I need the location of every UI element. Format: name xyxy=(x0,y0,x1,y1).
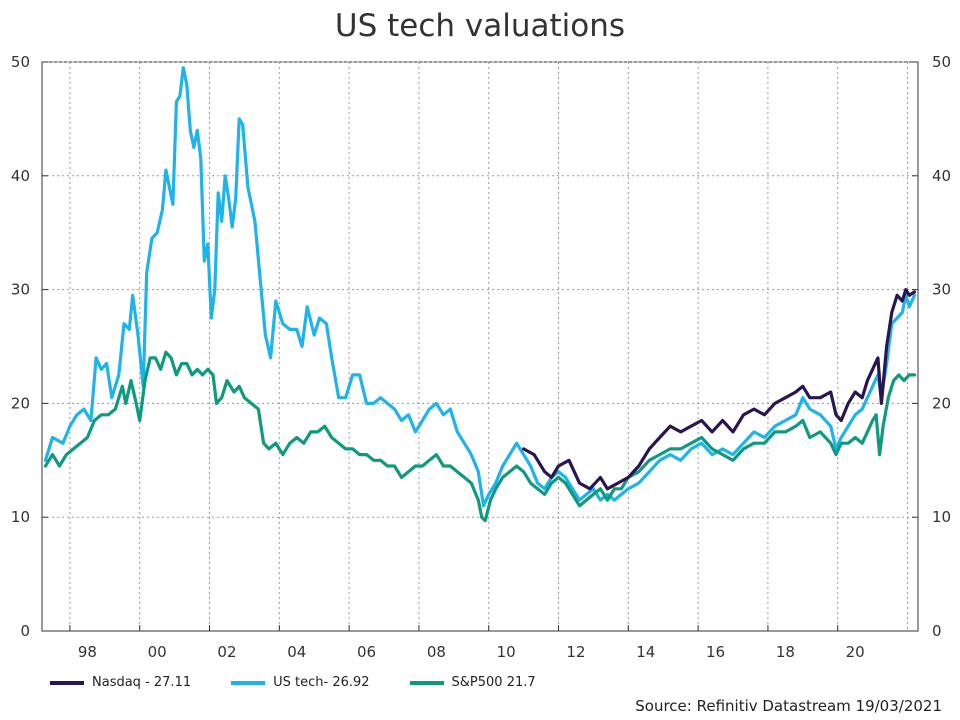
y-tick-label-left: 20 xyxy=(11,394,30,412)
y-tick-label-left: 40 xyxy=(11,167,30,185)
legend-label-us-tech: US tech- 26.92 xyxy=(273,675,370,690)
source-note: Source: Refinitiv Datastream 19/03/2021 xyxy=(635,697,942,715)
chart-title: US tech valuations xyxy=(334,8,626,44)
x-tick-label: 18 xyxy=(776,643,795,661)
legend-item-nasdaq: Nasdaq - 27.11 xyxy=(50,675,191,690)
legend-swatch-nasdaq xyxy=(50,680,84,685)
legend-item-sp500: S&P500 21.7 xyxy=(409,675,536,690)
legend-label-sp500: S&P500 21.7 xyxy=(451,675,536,690)
x-tick-label: 14 xyxy=(636,643,655,661)
x-tick-label: 02 xyxy=(217,643,236,661)
y-tick-label-left: 10 xyxy=(11,508,30,526)
x-tick-label: 00 xyxy=(148,643,167,661)
legend-swatch-sp500 xyxy=(409,680,444,685)
x-tick-label: 06 xyxy=(357,643,376,661)
series-line-nasdaq-27-11 xyxy=(522,288,917,491)
x-tick-label: 04 xyxy=(287,643,306,661)
y-tick-label-left: 0 xyxy=(20,622,30,640)
x-tick-label: 16 xyxy=(706,643,725,661)
legend-label-nasdaq: Nasdaq - 27.11 xyxy=(92,675,192,690)
y-tick-label-left: 50 xyxy=(11,53,30,71)
x-tick-label: 98 xyxy=(78,643,97,661)
plot-frame xyxy=(41,61,919,632)
x-tick-label: 12 xyxy=(566,643,585,661)
y-tick-label-right: 50 xyxy=(932,53,951,71)
series-line-s-p500-21-7 xyxy=(43,350,917,523)
chart-legend: Nasdaq - 27.11 US tech- 26.92 S&P500 21.… xyxy=(50,675,536,690)
legend-item-us-tech: US tech- 26.92 xyxy=(231,675,370,690)
x-tick-label: 20 xyxy=(846,643,865,661)
y-tick-label-right: 40 xyxy=(932,167,951,185)
x-tick-label: 10 xyxy=(497,643,516,661)
x-tick-label: 08 xyxy=(427,643,446,661)
y-tick-label-right: 0 xyxy=(932,622,942,640)
y-tick-label-right: 30 xyxy=(932,281,951,299)
series-line-us-tech-26-92 xyxy=(43,66,917,508)
legend-swatch-us-tech xyxy=(231,680,266,685)
y-tick-label-left: 30 xyxy=(11,281,30,299)
y-tick-label-right: 20 xyxy=(932,394,951,412)
y-tick-label-right: 10 xyxy=(932,508,951,526)
